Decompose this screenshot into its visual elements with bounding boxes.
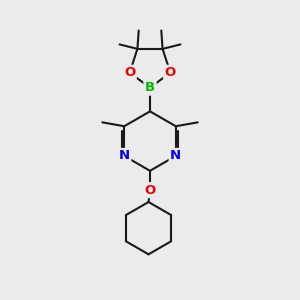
Text: N: N: [170, 149, 181, 162]
Text: B: B: [145, 81, 155, 94]
Text: N: N: [119, 149, 130, 162]
Text: O: O: [165, 66, 176, 79]
Text: O: O: [124, 66, 135, 79]
Text: O: O: [144, 184, 156, 196]
